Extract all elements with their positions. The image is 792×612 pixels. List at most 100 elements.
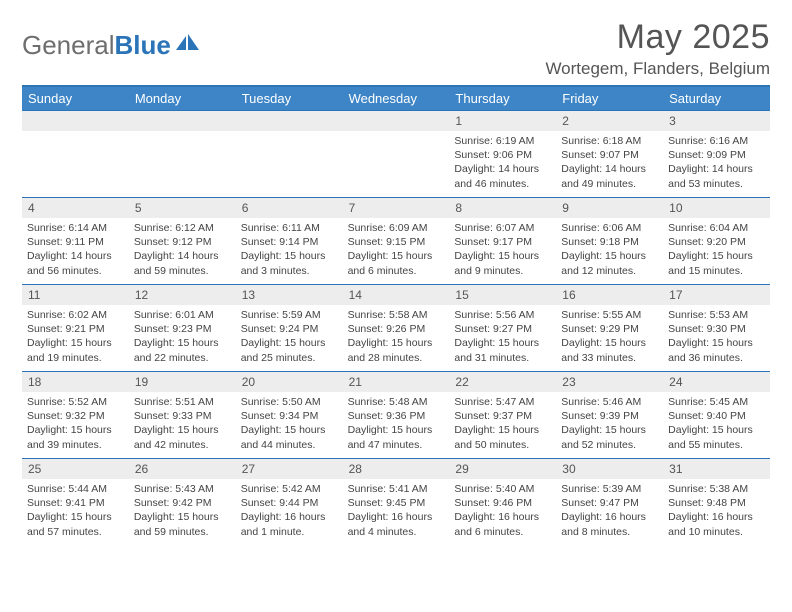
sunrise-line: Sunrise: 5:44 AM	[27, 482, 124, 496]
day-body: Sunrise: 6:04 AMSunset: 9:20 PMDaylight:…	[663, 218, 770, 283]
day-body: Sunrise: 5:58 AMSunset: 9:26 PMDaylight:…	[343, 305, 450, 370]
sunrise-line: Sunrise: 6:07 AM	[454, 221, 551, 235]
day-cell: 30Sunrise: 5:39 AMSunset: 9:47 PMDayligh…	[556, 459, 663, 545]
day-cell: 4Sunrise: 6:14 AMSunset: 9:11 PMDaylight…	[22, 198, 129, 284]
daylight-line: Daylight: 15 hours and 42 minutes.	[134, 423, 231, 451]
sunrise-line: Sunrise: 5:47 AM	[454, 395, 551, 409]
sunset-line: Sunset: 9:15 PM	[348, 235, 445, 249]
sunset-line: Sunset: 9:39 PM	[561, 409, 658, 423]
weeks-container: 1Sunrise: 6:19 AMSunset: 9:06 PMDaylight…	[22, 110, 770, 545]
weekday-mon: Monday	[129, 87, 236, 110]
weekday-thu: Thursday	[449, 87, 556, 110]
sunrise-line: Sunrise: 6:19 AM	[454, 134, 551, 148]
day-cell: 16Sunrise: 5:55 AMSunset: 9:29 PMDayligh…	[556, 285, 663, 371]
day-body: Sunrise: 5:43 AMSunset: 9:42 PMDaylight:…	[129, 479, 236, 544]
sunset-line: Sunset: 9:42 PM	[134, 496, 231, 510]
week-row: 11Sunrise: 6:02 AMSunset: 9:21 PMDayligh…	[22, 284, 770, 371]
day-cell: 27Sunrise: 5:42 AMSunset: 9:44 PMDayligh…	[236, 459, 343, 545]
daylight-line: Daylight: 16 hours and 8 minutes.	[561, 510, 658, 538]
sunset-line: Sunset: 9:06 PM	[454, 148, 551, 162]
sunrise-line: Sunrise: 5:43 AM	[134, 482, 231, 496]
daylight-line: Daylight: 15 hours and 47 minutes.	[348, 423, 445, 451]
daylight-line: Daylight: 14 hours and 53 minutes.	[668, 162, 765, 190]
daylight-line: Daylight: 15 hours and 57 minutes.	[27, 510, 124, 538]
day-cell: 25Sunrise: 5:44 AMSunset: 9:41 PMDayligh…	[22, 459, 129, 545]
sunrise-line: Sunrise: 5:48 AM	[348, 395, 445, 409]
sunset-line: Sunset: 9:07 PM	[561, 148, 658, 162]
sunrise-line: Sunrise: 5:50 AM	[241, 395, 338, 409]
day-cell: 17Sunrise: 5:53 AMSunset: 9:30 PMDayligh…	[663, 285, 770, 371]
sunset-line: Sunset: 9:20 PM	[668, 235, 765, 249]
daylight-line: Daylight: 14 hours and 59 minutes.	[134, 249, 231, 277]
day-cell: 3Sunrise: 6:16 AMSunset: 9:09 PMDaylight…	[663, 111, 770, 197]
day-body: Sunrise: 5:46 AMSunset: 9:39 PMDaylight:…	[556, 392, 663, 457]
day-body: Sunrise: 6:11 AMSunset: 9:14 PMDaylight:…	[236, 218, 343, 283]
day-number: 12	[129, 285, 236, 305]
day-cell: 18Sunrise: 5:52 AMSunset: 9:32 PMDayligh…	[22, 372, 129, 458]
day-number: 24	[663, 372, 770, 392]
sunset-line: Sunset: 9:11 PM	[27, 235, 124, 249]
day-number: 7	[343, 198, 450, 218]
sunrise-line: Sunrise: 6:14 AM	[27, 221, 124, 235]
daylight-line: Daylight: 14 hours and 46 minutes.	[454, 162, 551, 190]
day-number: 16	[556, 285, 663, 305]
day-number: 18	[22, 372, 129, 392]
logo: GeneralBlue	[22, 30, 201, 61]
day-body: Sunrise: 5:55 AMSunset: 9:29 PMDaylight:…	[556, 305, 663, 370]
day-number: 28	[343, 459, 450, 479]
daylight-line: Daylight: 15 hours and 55 minutes.	[668, 423, 765, 451]
day-cell: 29Sunrise: 5:40 AMSunset: 9:46 PMDayligh…	[449, 459, 556, 545]
daylight-line: Daylight: 14 hours and 56 minutes.	[27, 249, 124, 277]
day-number: 21	[343, 372, 450, 392]
day-number: 26	[129, 459, 236, 479]
weekday-fri: Friday	[556, 87, 663, 110]
day-body: Sunrise: 5:39 AMSunset: 9:47 PMDaylight:…	[556, 479, 663, 544]
sunrise-line: Sunrise: 6:12 AM	[134, 221, 231, 235]
day-number	[22, 111, 129, 131]
location: Wortegem, Flanders, Belgium	[545, 59, 770, 79]
day-cell: 14Sunrise: 5:58 AMSunset: 9:26 PMDayligh…	[343, 285, 450, 371]
day-number: 20	[236, 372, 343, 392]
day-number: 27	[236, 459, 343, 479]
sunrise-line: Sunrise: 6:06 AM	[561, 221, 658, 235]
week-row: 1Sunrise: 6:19 AMSunset: 9:06 PMDaylight…	[22, 110, 770, 197]
day-cell: 1 Sunrise: 6:19 AMSunset: 9:06 PMDaylight…	[449, 111, 556, 197]
day-body: Sunrise: 6:02 AMSunset: 9:21 PMDaylight:…	[22, 305, 129, 370]
day-body: Sunrise: 6:06 AMSunset: 9:18 PMDaylight:…	[556, 218, 663, 283]
weekday-sun: Sunday	[22, 87, 129, 110]
day-cell: 19Sunrise: 5:51 AMSunset: 9:33 PMDayligh…	[129, 372, 236, 458]
day-number: 1	[449, 111, 556, 131]
daylight-line: Daylight: 15 hours and 36 minutes.	[668, 336, 765, 364]
logo-word2: Blue	[115, 30, 171, 60]
day-number: 29	[449, 459, 556, 479]
sunset-line: Sunset: 9:30 PM	[668, 322, 765, 336]
daylight-line: Daylight: 15 hours and 59 minutes.	[134, 510, 231, 538]
sunset-line: Sunset: 9:27 PM	[454, 322, 551, 336]
week-row: 25Sunrise: 5:44 AMSunset: 9:41 PMDayligh…	[22, 458, 770, 545]
sunset-line: Sunset: 9:09 PM	[668, 148, 765, 162]
sunrise-line: Sunrise: 5:38 AM	[668, 482, 765, 496]
day-number: 11	[22, 285, 129, 305]
sunrise-line: Sunrise: 5:42 AM	[241, 482, 338, 496]
day-body: Sunrise: 6:01 AMSunset: 9:23 PMDaylight:…	[129, 305, 236, 370]
week-row: 4Sunrise: 6:14 AMSunset: 9:11 PMDaylight…	[22, 197, 770, 284]
day-body: Sunrise: 5:53 AMSunset: 9:30 PMDaylight:…	[663, 305, 770, 370]
day-cell: 28Sunrise: 5:41 AMSunset: 9:45 PMDayligh…	[343, 459, 450, 545]
daylight-line: Daylight: 15 hours and 52 minutes.	[561, 423, 658, 451]
sunrise-line: Sunrise: 5:53 AM	[668, 308, 765, 322]
calendar: Sunday Monday Tuesday Wednesday Thursday…	[22, 85, 770, 545]
sunset-line: Sunset: 9:12 PM	[134, 235, 231, 249]
day-number: 30	[556, 459, 663, 479]
sunrise-line: Sunrise: 5:40 AM	[454, 482, 551, 496]
daylight-line: Daylight: 15 hours and 44 minutes.	[241, 423, 338, 451]
day-cell	[343, 111, 450, 197]
day-cell: 26Sunrise: 5:43 AMSunset: 9:42 PMDayligh…	[129, 459, 236, 545]
sunset-line: Sunset: 9:36 PM	[348, 409, 445, 423]
sunset-line: Sunset: 9:21 PM	[27, 322, 124, 336]
sunrise-line: Sunrise: 6:11 AM	[241, 221, 338, 235]
day-cell	[236, 111, 343, 197]
sunset-line: Sunset: 9:23 PM	[134, 322, 231, 336]
day-number	[129, 111, 236, 131]
sunset-line: Sunset: 9:48 PM	[668, 496, 765, 510]
day-cell	[129, 111, 236, 197]
